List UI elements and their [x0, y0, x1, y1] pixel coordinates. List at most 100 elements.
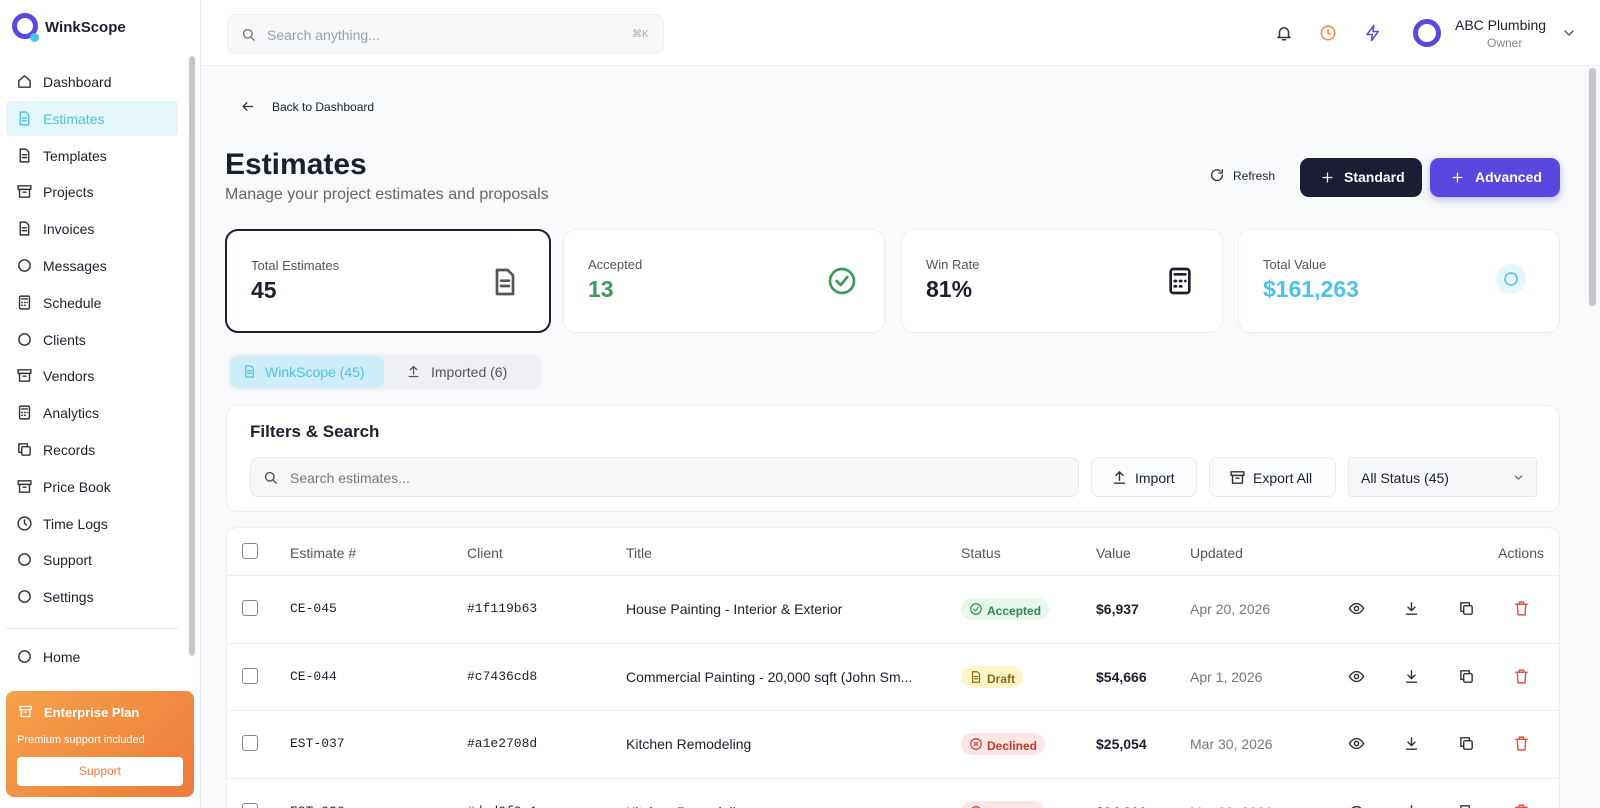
action-button[interactable]: [1403, 735, 1421, 753]
status-text: Accepted: [987, 604, 1042, 618]
nav-item[interactable]: Dashboard: [6, 64, 178, 99]
topbar: Search anything... ⌘K ABC Plumbing Owner: [201, 0, 1600, 306]
icon-shape: [19, 148, 30, 163]
action-button[interactable]: [1403, 668, 1421, 686]
updated: Apr 20, 2026: [1190, 601, 1271, 617]
nav-label: Invoices: [43, 221, 95, 238]
import-button[interactable]: Import: [1091, 457, 1197, 497]
tab[interactable]: Imported (6): [394, 356, 534, 388]
icon: [1514, 475, 1523, 480]
action-button[interactable]: [1403, 803, 1421, 808]
action-button[interactable]: [1513, 600, 1531, 618]
nav-item[interactable]: Home: [6, 639, 178, 674]
advanced-button[interactable]: Advanced: [1430, 158, 1560, 197]
checkbox[interactable]: [242, 600, 258, 616]
nav-item[interactable]: Settings: [6, 579, 178, 614]
icon: [1350, 805, 1363, 808]
nav-item[interactable]: Vendors: [6, 358, 178, 393]
action-button[interactable]: [1458, 735, 1476, 753]
nav-item[interactable]: Schedule: [6, 285, 178, 320]
icon: [1113, 471, 1126, 484]
status-select[interactable]: All Status (45): [1348, 457, 1537, 497]
icon-shape: [18, 553, 31, 567]
action-button[interactable]: [1348, 803, 1366, 808]
action-button[interactable]: [1458, 600, 1476, 618]
nav-item[interactable]: Price Book: [6, 469, 178, 504]
nav-label: Projects: [43, 184, 94, 201]
nav-item[interactable]: Projects: [6, 174, 178, 209]
column-header: Actions: [1498, 545, 1544, 561]
action-button[interactable]: [1403, 600, 1421, 618]
icon-shape: [971, 805, 981, 808]
action-button[interactable]: [1458, 668, 1476, 686]
nav-label: Price Book: [43, 478, 111, 495]
page-subtitle: Manage your project estimates and propos…: [225, 186, 549, 203]
icon: [18, 443, 31, 456]
nav-label: Estimates: [43, 110, 105, 127]
nav-label: Support: [43, 552, 93, 569]
action-button[interactable]: [1348, 600, 1366, 618]
nav-item[interactable]: Records: [6, 432, 178, 467]
icon: [245, 365, 254, 378]
checkbox[interactable]: [242, 802, 258, 808]
tab-active[interactable]: WinkScope (45): [230, 356, 384, 388]
nav-item[interactable]: Support: [6, 542, 178, 577]
back-link[interactable]: Back to Dashboard: [240, 96, 400, 118]
icon: [1564, 30, 1574, 36]
action-button[interactable]: [1458, 803, 1476, 808]
icon: [1460, 602, 1473, 615]
client-id: #1f119b63: [467, 601, 538, 616]
filters-title: Filters & Search: [250, 422, 380, 441]
refresh-button[interactable]: Refresh: [1206, 164, 1286, 188]
checkbox[interactable]: [242, 543, 258, 559]
export-button[interactable]: Export All: [1209, 457, 1336, 497]
action-button[interactable]: [1348, 668, 1366, 686]
stat-label: Win Rate: [926, 257, 980, 272]
icon: [1366, 24, 1379, 42]
stat-label: Total Value: [1263, 257, 1327, 272]
nav-item[interactable]: Estimates: [6, 100, 178, 136]
stat-card: Accepted 13: [563, 229, 885, 333]
import-text: Import: [1135, 470, 1175, 486]
standard-button[interactable]: Standard: [1300, 158, 1422, 197]
page-scrollbar: [1589, 68, 1596, 306]
tab-label: WinkScope (45): [265, 364, 365, 380]
stat-label: Total Estimates: [251, 258, 340, 273]
checkbox[interactable]: [242, 667, 258, 684]
nav-label: Home: [43, 649, 81, 665]
icon: [1348, 670, 1365, 682]
checkbox[interactable]: [242, 735, 258, 751]
nav-item[interactable]: Invoices: [6, 211, 178, 246]
stat-card: Total Estimates 45: [225, 229, 551, 333]
icon-shape: [19, 111, 30, 126]
value: $6,937: [1096, 601, 1139, 617]
estimate-search[interactable]: Search estimates...: [250, 457, 1079, 497]
nav-item[interactable]: Clients: [6, 322, 178, 357]
status-badge: Declined: [961, 800, 1046, 808]
icon-shape: [1460, 602, 1473, 615]
title: Kitchen Remodeling: [626, 804, 751, 808]
action-button[interactable]: [1348, 735, 1366, 753]
action-button[interactable]: [1513, 735, 1531, 753]
nav-item[interactable]: Time Logs: [6, 506, 178, 541]
search-placeholder: Search estimates...: [290, 470, 410, 486]
icon: [18, 553, 31, 567]
plan-button[interactable]: Support: [17, 757, 183, 786]
icon-shape: [19, 221, 30, 236]
avatar: [1413, 19, 1441, 47]
status-text: Declined: [987, 807, 1037, 808]
action-button[interactable]: [1513, 668, 1531, 686]
nav-item[interactable]: Templates: [6, 138, 178, 173]
nav-item[interactable]: Analytics: [6, 395, 178, 430]
icon-shape: [408, 365, 419, 378]
icon-shape: [1350, 805, 1363, 808]
nav-label: Analytics: [43, 405, 100, 422]
action-button[interactable]: [1513, 803, 1531, 808]
icon-shape: [18, 443, 31, 456]
icon-shape: [245, 365, 254, 378]
icon-shape: [242, 102, 254, 111]
estimate-id: CE-045: [290, 601, 337, 616]
global-search[interactable]: Search anything... ⌘K: [227, 14, 664, 54]
nav-item[interactable]: Messages: [6, 248, 178, 283]
